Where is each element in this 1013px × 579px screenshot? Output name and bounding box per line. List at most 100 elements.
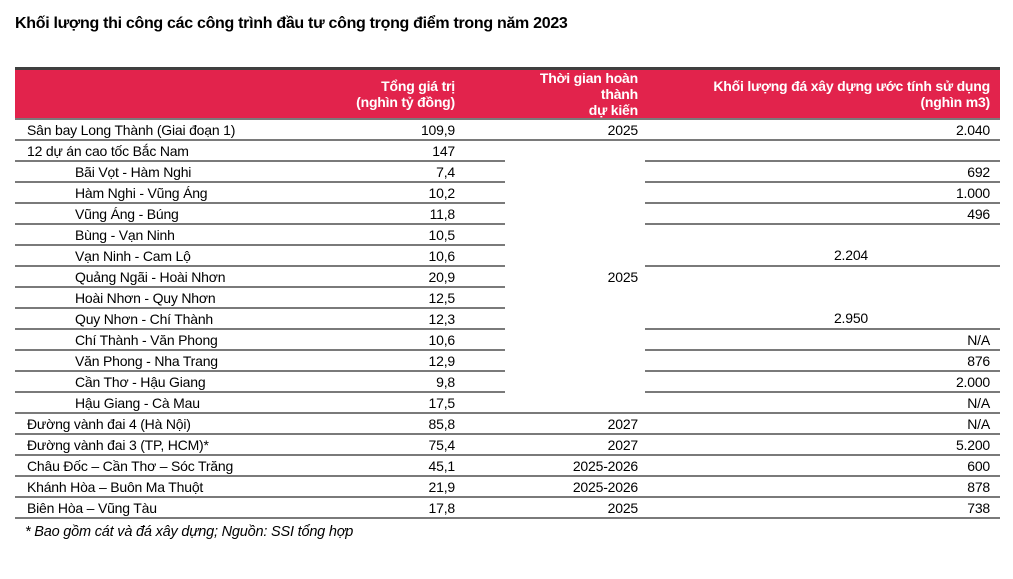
completion-time-cell: 2025: [505, 119, 645, 141]
header-total-value: Tổng giá trị (nghìn tỷ đồng): [310, 67, 505, 120]
table-row: Khánh Hòa – Buôn Ma Thuột 21,9 2025-2026…: [15, 476, 1000, 498]
volume-cell: [645, 224, 1000, 245]
volume-cell: N/A: [645, 329, 1000, 351]
header-total-line2: (nghìn tỷ đồng): [356, 94, 455, 110]
table-row: Sân bay Long Thành (Giai đoạn 1) 109,9 2…: [15, 119, 1000, 141]
total-value-cell: 85,8: [310, 413, 505, 435]
volume-cell: 876: [645, 350, 1000, 372]
project-name-cell: Đường vành đai 4 (Hà Nội): [15, 413, 310, 435]
table-row: 12 dự án cao tốc Bắc Nam 147: [15, 140, 1000, 162]
completion-time-cell: [505, 308, 645, 329]
total-value-cell: 147: [310, 140, 505, 162]
total-value-cell: 10,5: [310, 224, 505, 246]
projects-table: Tổng giá trị (nghìn tỷ đồng) Thời gian h…: [15, 67, 1000, 519]
completion-time-cell: [505, 287, 645, 308]
total-value-cell: 7,4: [310, 161, 505, 183]
completion-time-cell: [505, 161, 645, 182]
completion-time-cell: 2027: [505, 413, 645, 435]
completion-time-cell: [505, 182, 645, 203]
project-name-cell: Văn Phong - Nha Trang: [15, 350, 310, 372]
project-name-cell: Sân bay Long Thành (Giai đoạn 1): [15, 119, 310, 141]
volume-cell: 1.000: [645, 182, 1000, 204]
table-row: Bãi Vọt - Hàm Nghi 7,4 692: [15, 161, 1000, 183]
completion-time-cell: [505, 245, 645, 266]
volume-cell: 2.950: [645, 308, 1000, 330]
project-name-cell: 12 dự án cao tốc Bắc Nam: [15, 140, 310, 162]
table-row: Châu Đốc – Cần Thơ – Sóc Trăng 45,1 2025…: [15, 455, 1000, 477]
volume-cell: [645, 140, 1000, 162]
completion-time-cell: [505, 224, 645, 245]
volume-cell: [645, 266, 1000, 287]
table-row: Hàm Nghi - Vũng Áng 10,2 1.000: [15, 182, 1000, 204]
volume-cell: 878: [645, 476, 1000, 498]
volume-cell: N/A: [645, 392, 1000, 414]
footnote: * Bao gồm cát và đá xây dựng; Nguồn: SSI…: [25, 524, 354, 540]
volume-cell: N/A: [645, 413, 1000, 435]
project-name-cell: Hậu Giang - Cà Mau: [15, 392, 310, 414]
total-value-cell: 10,6: [310, 245, 505, 267]
volume-cell: 2.000: [645, 371, 1000, 393]
project-name-cell: Cần Thơ - Hậu Giang: [15, 371, 310, 393]
total-value-cell: 17,5: [310, 392, 505, 414]
volume-cell: 738: [645, 497, 1000, 519]
project-name-cell: Bùng - Vạn Ninh: [15, 224, 310, 246]
total-value-cell: 21,9: [310, 476, 505, 498]
report-page: Khối lượng thi công các công trình đầu t…: [15, 15, 1000, 540]
project-name-cell: Hoài Nhơn - Quy Nhơn: [15, 287, 310, 309]
total-value-cell: 12,5: [310, 287, 505, 309]
completion-time-cell: 2027: [505, 434, 645, 456]
total-value-cell: 109,9: [310, 119, 505, 141]
header-total-line1: Tổng giá trị: [381, 78, 455, 94]
total-value-cell: 17,8: [310, 497, 505, 519]
total-value-cell: 12,9: [310, 350, 505, 372]
table-row: Đường vành đai 4 (Hà Nội) 85,8 2027 N/A: [15, 413, 1000, 435]
table-row: Chí Thành - Văn Phong 10,6 N/A: [15, 329, 1000, 351]
table-row: Biên Hòa – Vũng Tàu 17,8 2025 738: [15, 497, 1000, 519]
table-row: Đường vành đai 3 (TP, HCM)* 75,4 2027 5.…: [15, 434, 1000, 456]
total-value-cell: 10,2: [310, 182, 505, 204]
total-value-cell: 75,4: [310, 434, 505, 456]
volume-cell: [645, 287, 1000, 308]
page-title: Khối lượng thi công các công trình đầu t…: [15, 15, 568, 32]
project-name-cell: Châu Đốc – Cần Thơ – Sóc Trăng: [15, 455, 310, 477]
completion-time-cell: [505, 203, 645, 224]
table-row: Vạn Ninh - Cam Lộ 10,6 2.204: [15, 245, 1000, 267]
completion-time-cell: [505, 329, 645, 350]
table-row: Cần Thơ - Hậu Giang 9,8 2.000: [15, 371, 1000, 393]
table-row: Văn Phong - Nha Trang 12,9 876: [15, 350, 1000, 372]
project-name-cell: Hàm Nghi - Vũng Áng: [15, 182, 310, 204]
volume-cell: 600: [645, 455, 1000, 477]
header-stone-volume: Khối lượng đá xây dựng ước tính sử dụng …: [645, 67, 1000, 120]
header-completion-time: Thời gian hoàn thành dự kiến: [505, 67, 645, 120]
table-row: Quy Nhơn - Chí Thành 12,3 2.950: [15, 308, 1000, 330]
header-time-line1: Thời gian hoàn thành: [539, 70, 638, 102]
volume-cell: 2.204: [645, 245, 1000, 267]
volume-cell: 2.040: [645, 119, 1000, 141]
project-name-cell: Biên Hòa – Vũng Tàu: [15, 497, 310, 519]
project-name-cell: Quy Nhơn - Chí Thành: [15, 308, 310, 330]
header-project: [15, 67, 310, 120]
project-name-cell: Quảng Ngãi - Hoài Nhơn: [15, 266, 310, 288]
project-name-cell: Đường vành đai 3 (TP, HCM)*: [15, 434, 310, 456]
project-name-cell: Vạn Ninh - Cam Lộ: [15, 245, 310, 267]
project-name-cell: Chí Thành - Văn Phong: [15, 329, 310, 351]
volume-cell: 5.200: [645, 434, 1000, 456]
total-value-cell: 12,3: [310, 308, 505, 330]
table-row: Quảng Ngãi - Hoài Nhơn 20,9 2025: [15, 266, 1000, 288]
completion-time-cell: 2025-2026: [505, 455, 645, 477]
table-row: Bùng - Vạn Ninh 10,5: [15, 224, 1000, 246]
total-value-cell: 10,6: [310, 329, 505, 351]
header-volume-line1: Khối lượng đá xây dựng ước tính sử dụng: [713, 78, 990, 94]
completion-time-cell: [505, 350, 645, 371]
volume-cell: 496: [645, 203, 1000, 225]
total-value-cell: 9,8: [310, 371, 505, 393]
completion-time-cell: 2025-2026: [505, 476, 645, 498]
volume-cell: 692: [645, 161, 1000, 183]
total-value-cell: 20,9: [310, 266, 505, 288]
total-value-cell: 11,8: [310, 203, 505, 225]
table-row: Vũng Áng - Búng 11,8 496: [15, 203, 1000, 225]
total-value-cell: 45,1: [310, 455, 505, 477]
completion-time-cell: 2025: [505, 497, 645, 519]
project-name-cell: Vũng Áng - Búng: [15, 203, 310, 225]
completion-time-cell: [505, 371, 645, 392]
